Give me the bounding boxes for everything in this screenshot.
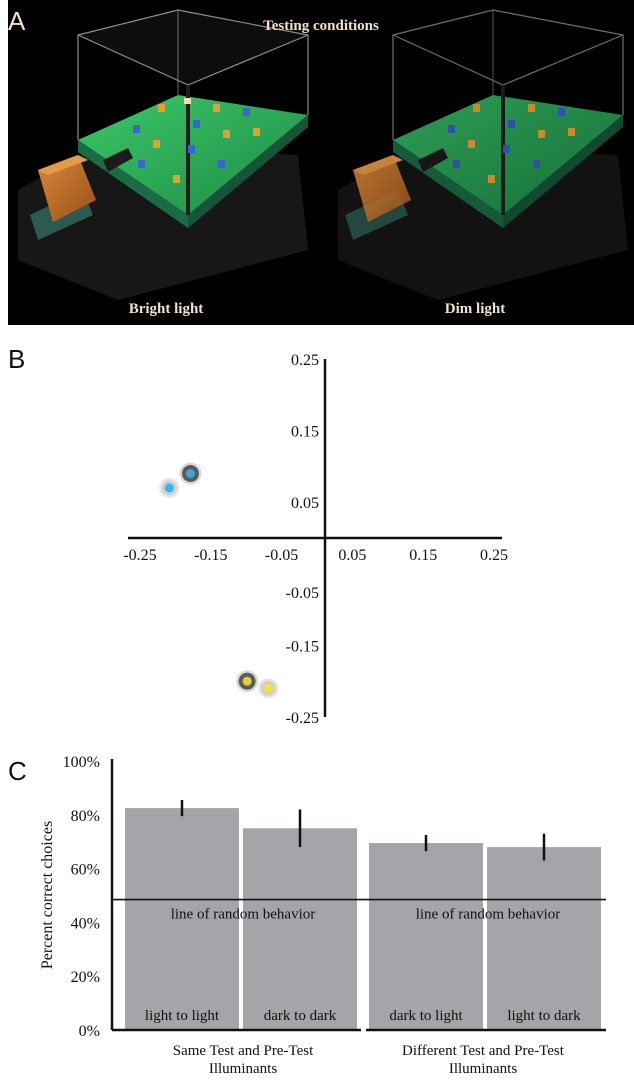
y-tick-label: 0.05 <box>291 495 319 512</box>
group-label-line2: Illuminants <box>449 1061 517 1076</box>
data-point <box>242 676 252 686</box>
y-tick-label: -0.05 <box>286 585 319 602</box>
data-point <box>185 469 195 479</box>
group-label: Different Test and Pre-Test <box>402 1043 565 1059</box>
y-tick-label: 40% <box>71 915 100 932</box>
bar-category-label: light to light <box>145 1008 220 1024</box>
y-tick-label: 80% <box>71 808 100 825</box>
panel-b: B -0.25 -0.15 -0.05 0.05 0.15 0.25 0.25 0.15 0.0… <box>0 328 634 733</box>
y-tick-label: 60% <box>71 862 100 879</box>
bar <box>125 808 239 1030</box>
y-axis-label: Percent correct choices <box>39 821 56 969</box>
bar-category-label: light to dark <box>507 1008 581 1024</box>
x-tick-label: 0.25 <box>480 547 508 564</box>
panel-c-letter: C <box>8 756 27 786</box>
bar <box>487 847 601 1030</box>
bar-chart: light to light dark to dark dark to light l… <box>39 754 606 1077</box>
y-tick-label: 0% <box>79 1023 100 1040</box>
y-tick-label: 20% <box>71 969 100 986</box>
testing-conditions-illustration: Testing conditions Bright light Dim ligh… <box>8 0 634 325</box>
x-tick-label: -0.15 <box>194 547 227 564</box>
x-tick-label: -0.25 <box>123 547 156 564</box>
panel-b-letter: B <box>8 344 26 374</box>
bar-category-label: dark to dark <box>264 1008 337 1024</box>
panel-c: C light to light dark to dark dark to ligh… <box>0 740 634 1081</box>
panel-a-title: Testing conditions <box>263 18 379 34</box>
random-behavior-label: line of random behavior <box>416 907 561 923</box>
scatter-plot: -0.25 -0.15 -0.05 0.05 0.15 0.25 0.25 0.15 0.05 -… <box>123 352 508 727</box>
group-label-line2: Illuminants <box>209 1061 277 1076</box>
dim-light-scene <box>338 9 628 300</box>
y-tick-label: -0.15 <box>286 638 319 655</box>
x-tick-label: -0.05 <box>265 547 298 564</box>
x-tick-label: 0.15 <box>409 547 437 564</box>
group-label: Same Test and Pre-Test <box>173 1043 314 1059</box>
data-point <box>263 683 273 693</box>
y-tick-label: 0.15 <box>291 424 319 441</box>
bright-light-scene <box>18 9 309 300</box>
panel-a-letter: A <box>8 6 26 36</box>
y-tick-label: 100% <box>63 754 100 771</box>
x-tick-label: 0.05 <box>338 547 366 564</box>
y-tick-label: -0.25 <box>286 710 319 727</box>
random-behavior-label: line of random behavior <box>171 907 316 923</box>
data-point <box>164 483 174 493</box>
bar <box>243 828 357 1030</box>
bright-light-label: Bright light <box>129 301 204 317</box>
bar <box>369 843 483 1030</box>
y-tick-label: 0.25 <box>291 352 319 369</box>
dim-light-label: Dim light <box>445 301 505 317</box>
bar-category-label: dark to light <box>389 1008 463 1024</box>
